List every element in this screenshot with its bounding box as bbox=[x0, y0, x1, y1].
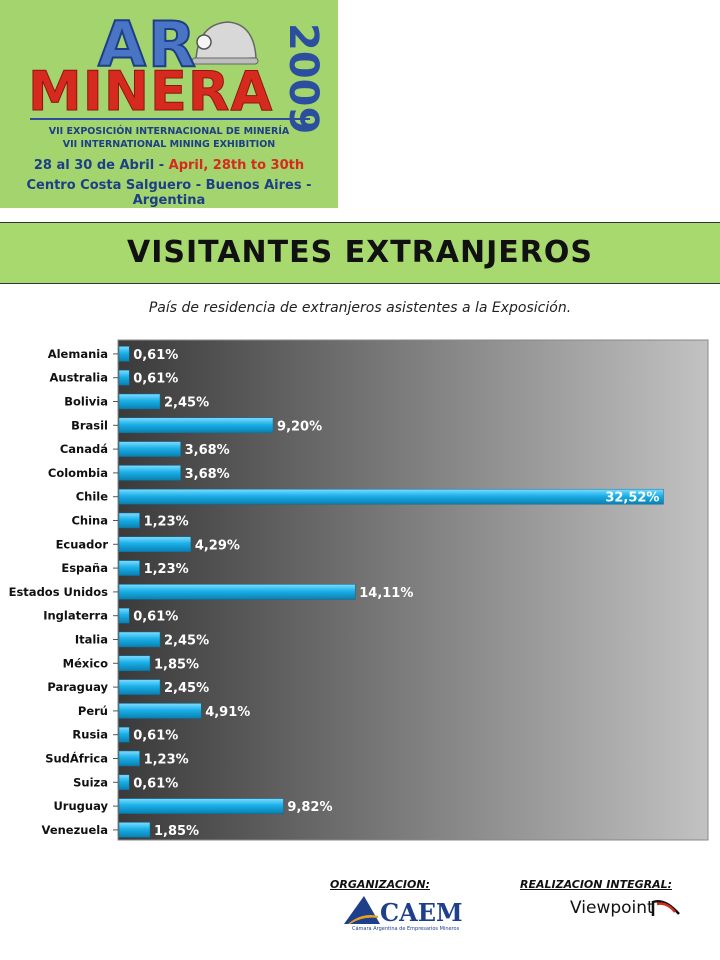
category-label: Venezuela bbox=[42, 823, 108, 837]
data-label: 3,68% bbox=[185, 467, 230, 482]
organizacion-label: ORGANIZACION: bbox=[330, 878, 430, 891]
logo-ar-text: AR bbox=[97, 8, 198, 81]
page-title: VISITANTES EXTRANJEROS bbox=[127, 235, 593, 270]
bar bbox=[118, 346, 130, 362]
logo-divider bbox=[30, 118, 310, 120]
bar bbox=[118, 560, 140, 576]
bar-chart: Alemania 0,61% Australia 0,61% Bolivia 2,45% B… bbox=[9, 339, 709, 841]
data-label: 9,20% bbox=[277, 419, 322, 434]
caem-subtitle: Cámara Argentina de Empresarios Mineros bbox=[352, 926, 460, 932]
category-label: Inglaterra bbox=[43, 609, 108, 623]
bar bbox=[118, 750, 140, 767]
caem-mountain-icon bbox=[344, 896, 380, 924]
data-label: 1,23% bbox=[144, 562, 189, 577]
data-label: 9,82% bbox=[287, 800, 332, 815]
bar bbox=[118, 393, 161, 410]
data-label: 0,61% bbox=[133, 348, 178, 363]
bar bbox=[118, 417, 274, 434]
viewpoint-mark-icon bbox=[651, 900, 680, 916]
bar bbox=[118, 512, 140, 529]
logo-year: 2009 bbox=[280, 23, 326, 135]
category-label: Brasil bbox=[71, 418, 108, 432]
data-label: 0,61% bbox=[133, 729, 178, 744]
category-label: Uruguay bbox=[53, 799, 108, 813]
data-label: 1,85% bbox=[154, 824, 199, 839]
data-label: 1,23% bbox=[144, 753, 189, 768]
realizacion-label: REALIZACION INTEGRAL: bbox=[520, 878, 673, 891]
category-label: China bbox=[71, 514, 108, 528]
title-banner: VISITANTES EXTRANJEROS bbox=[0, 222, 720, 284]
data-label: 3,68% bbox=[185, 443, 230, 458]
category-label: SudÁfrica bbox=[45, 751, 108, 766]
data-label: 2,45% bbox=[164, 396, 209, 411]
caem-name: CAEM bbox=[380, 898, 463, 927]
category-label: Chile bbox=[76, 490, 109, 504]
logo-minera-text: MINERA bbox=[27, 60, 274, 123]
bar bbox=[118, 631, 161, 648]
category-label: Canadá bbox=[60, 442, 108, 456]
category-label: Suiza bbox=[73, 775, 108, 789]
category-label: Paraguay bbox=[47, 680, 108, 694]
category-label: Bolivia bbox=[64, 395, 108, 409]
category-label: Estados Unidos bbox=[9, 585, 109, 599]
logo-dates-es: 28 al 30 de Abril - bbox=[33, 158, 169, 173]
data-label: 1,23% bbox=[144, 515, 189, 530]
data-label: 1,85% bbox=[154, 657, 199, 672]
bar bbox=[118, 488, 664, 505]
data-label: 32,52% bbox=[605, 491, 659, 506]
category-label: Ecuador bbox=[56, 537, 109, 551]
data-label: 2,45% bbox=[164, 681, 209, 696]
bar bbox=[118, 536, 192, 553]
logo-edition-es: VII EXPOSICIÓN INTERNACIONAL DE MINERÍA bbox=[48, 126, 290, 137]
miner-helmet-icon bbox=[191, 21, 259, 65]
viewpoint-logo-text: Viewpoint bbox=[570, 898, 654, 918]
chart-subtitle: País de residencia de extranjeros asiste… bbox=[148, 300, 572, 316]
data-label: 0,61% bbox=[133, 610, 178, 625]
category-label: Rusia bbox=[72, 728, 108, 742]
category-label: México bbox=[63, 656, 108, 670]
logo-edition-en: VII INTERNATIONAL MINING EXHIBITION bbox=[62, 139, 276, 150]
bar bbox=[118, 369, 130, 386]
logo-dates-en: April, 28th to 30th bbox=[168, 158, 305, 173]
logo-dates: 28 al 30 de Abril - April, 28th to 30th bbox=[0, 158, 338, 173]
data-label: 2,45% bbox=[164, 634, 209, 649]
bar bbox=[118, 774, 130, 791]
data-label: 0,61% bbox=[133, 776, 178, 791]
caem-logo: CAEM Cámara Argentina de Empresarios Min… bbox=[342, 894, 463, 940]
category-label: Colombia bbox=[48, 466, 108, 480]
bar bbox=[118, 703, 202, 719]
data-label: 4,29% bbox=[195, 538, 240, 553]
category-label: Australia bbox=[49, 371, 108, 385]
category-label: España bbox=[61, 561, 108, 575]
bar bbox=[118, 465, 181, 481]
logo-venue: Centro Costa Salguero - Buenos Aires - A… bbox=[26, 178, 312, 208]
data-label: 14,11% bbox=[359, 586, 413, 601]
bar bbox=[118, 441, 181, 457]
data-label: 4,91% bbox=[205, 705, 250, 720]
bar bbox=[118, 607, 130, 624]
bar bbox=[118, 798, 284, 814]
bar bbox=[118, 655, 151, 672]
bar bbox=[118, 679, 161, 695]
bar bbox=[118, 822, 151, 838]
data-label: 0,61% bbox=[133, 372, 178, 387]
category-label: Perú bbox=[78, 704, 108, 718]
bar bbox=[118, 726, 130, 743]
bar bbox=[118, 584, 356, 600]
category-label: Italia bbox=[75, 633, 108, 647]
armin-logo: AR MINERA 2009 VII EXPOSICIÓN INTERNACIO… bbox=[0, 0, 338, 208]
category-label: Alemania bbox=[48, 347, 108, 361]
